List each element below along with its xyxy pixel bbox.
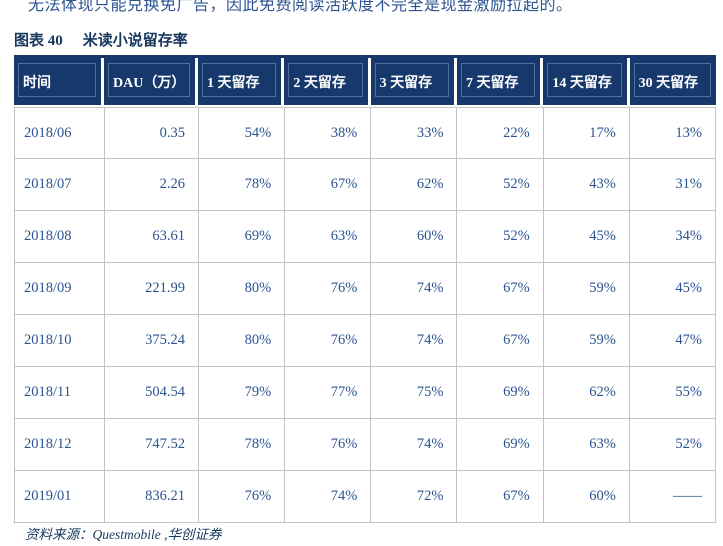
cell-value: 31% [629, 159, 716, 211]
cell-value: 45% [629, 263, 716, 315]
cell-value: 0.35 [105, 107, 199, 159]
cell-value: 60% [543, 471, 630, 523]
table-row: 2019/01 836.21 76% 74% 72% 67% 60% —— [14, 471, 716, 523]
cell-time: 2018/10 [15, 315, 105, 367]
cell-value: 747.52 [105, 419, 199, 471]
column-header-3: 2 天留存 [284, 58, 371, 105]
cell-value: 836.21 [105, 471, 199, 523]
cell-value: 45% [543, 211, 630, 263]
cell-time: 2018/06 [15, 107, 105, 159]
cell-value: 76% [285, 315, 372, 367]
cell-value: 80% [199, 263, 286, 315]
cell-value: 67% [457, 471, 544, 523]
cell-time: 2019/01 [15, 471, 105, 523]
cell-value: 62% [543, 367, 630, 419]
source-note: 资料来源：Questmobile ,华创证券 [25, 527, 222, 542]
cell-value: 59% [543, 315, 630, 367]
cell-value: 76% [285, 263, 372, 315]
figure-title-text: 米读小说留存率 [82, 33, 188, 49]
cell-time: 2018/09 [15, 263, 105, 315]
cell-value: 60% [371, 211, 458, 263]
cell-time: 2018/07 [15, 159, 105, 211]
table-row: 2018/10 375.24 80% 76% 74% 67% 59% 47% [14, 315, 716, 367]
cell-value: 47% [629, 315, 716, 367]
cell-value: 52% [457, 211, 544, 263]
cell-value: 62% [371, 159, 458, 211]
cell-time: 2018/11 [15, 367, 105, 419]
column-header-4: 3 天留存 [370, 58, 457, 105]
column-header-2: 1 天留存 [198, 58, 285, 105]
table-row: 2018/07 2.26 78% 67% 62% 52% 43% 31% [14, 159, 716, 211]
table-row: 2018/08 63.61 69% 63% 60% 52% 45% 34% [14, 211, 716, 263]
cell-value: 78% [199, 419, 286, 471]
table-body: 2018/06 0.35 54% 38% 33% 22% 17% 13% 2018/07 2.26… [14, 107, 716, 523]
cell-value: 72% [371, 471, 458, 523]
table-row: 2018/12 747.52 78% 76% 74% 69% 63% 52% [14, 419, 716, 471]
table-row: 2018/11 504.54 79% 77% 75% 69% 62% 55% [14, 367, 716, 419]
cell-value: 74% [285, 471, 372, 523]
retention-table: 时间 DAU（万） 1 天留存 2 天留存 3 天留存 7 天留存 14 天留存 30 天留存… [14, 55, 716, 523]
cell-value: 77% [285, 367, 372, 419]
column-header-1: DAU（万） [104, 58, 198, 105]
cell-value: 63% [543, 419, 630, 471]
cell-value: 74% [371, 419, 458, 471]
table-header-row: 时间 DAU（万） 1 天留存 2 天留存 3 天留存 7 天留存 14 天留存 30 天留存 [14, 55, 716, 105]
cell-value: 67% [457, 263, 544, 315]
cell-value: 76% [285, 419, 372, 471]
cell-value: 76% [199, 471, 286, 523]
cell-value: 59% [543, 263, 630, 315]
cell-value: 79% [199, 367, 286, 419]
cell-value: 55% [629, 367, 716, 419]
cell-value: 375.24 [105, 315, 199, 367]
cell-value: 13% [629, 107, 716, 159]
cell-value: 63% [285, 211, 372, 263]
cell-value: 221.99 [105, 263, 199, 315]
column-header-7: 30 天留存 [629, 58, 716, 105]
cell-time: 2018/08 [15, 211, 105, 263]
cell-value: 67% [285, 159, 372, 211]
cell-value: 54% [199, 107, 286, 159]
cell-value: 504.54 [105, 367, 199, 419]
cell-value: 43% [543, 159, 630, 211]
cell-value: —— [629, 471, 716, 523]
column-header-6: 14 天留存 [543, 58, 630, 105]
figure-caption: 图表 40 米读小说留存率 [14, 29, 188, 50]
cell-value: 17% [543, 107, 630, 159]
cell-value: 74% [371, 263, 458, 315]
cell-value: 38% [285, 107, 372, 159]
figure-label: 图表 40 [14, 33, 63, 49]
cell-value: 22% [457, 107, 544, 159]
cell-value: 80% [199, 315, 286, 367]
cell-value: 67% [457, 315, 544, 367]
cell-value: 78% [199, 159, 286, 211]
cell-value: 33% [371, 107, 458, 159]
cell-value: 69% [457, 419, 544, 471]
cell-value: 34% [629, 211, 716, 263]
table-row: 2018/06 0.35 54% 38% 33% 22% 17% 13% [14, 107, 716, 159]
cell-time: 2018/12 [15, 419, 105, 471]
cell-value: 69% [199, 211, 286, 263]
cell-value: 74% [371, 315, 458, 367]
cell-value: 75% [371, 367, 458, 419]
column-header-0: 时间 [14, 58, 104, 105]
intro-paragraph: 无法体现只能兑换免广告，因此免费阅读活跃度不完全是现金激励拉起的。 [28, 0, 573, 14]
cell-value: 52% [457, 159, 544, 211]
cell-value: 52% [629, 419, 716, 471]
cell-value: 69% [457, 367, 544, 419]
cell-value: 2.26 [105, 159, 199, 211]
column-header-5: 7 天留存 [457, 58, 544, 105]
table-row: 2018/09 221.99 80% 76% 74% 67% 59% 45% [14, 263, 716, 315]
cell-value: 63.61 [105, 211, 199, 263]
